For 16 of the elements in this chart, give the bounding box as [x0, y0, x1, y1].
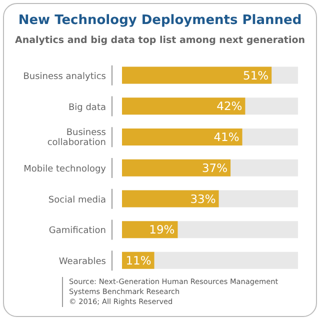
y-tick-label: Wearables — [58, 257, 106, 268]
data-label: 41% — [214, 130, 240, 144]
y-tick-label: Business analytics — [23, 72, 106, 82]
chart-subtitle: Analytics and big data top list among next generation — [14, 35, 306, 46]
data-label: 11% — [126, 254, 152, 268]
data-label: 33% — [190, 192, 216, 206]
y-tick-label: Social media — [48, 195, 106, 206]
data-label: 37% — [202, 160, 228, 175]
y-tick-label: Business collaboration — [47, 128, 106, 148]
y-tick-label: Big data — [68, 102, 106, 113]
y-tick-label: Gamification — [48, 226, 106, 236]
chart-title: New Technology Deployments Planned — [17, 13, 303, 28]
data-label: 19% — [149, 222, 175, 237]
data-label: 42% — [216, 99, 242, 114]
y-tick-label: Mobile technology — [24, 164, 107, 174]
data-label: 51% — [243, 68, 269, 82]
